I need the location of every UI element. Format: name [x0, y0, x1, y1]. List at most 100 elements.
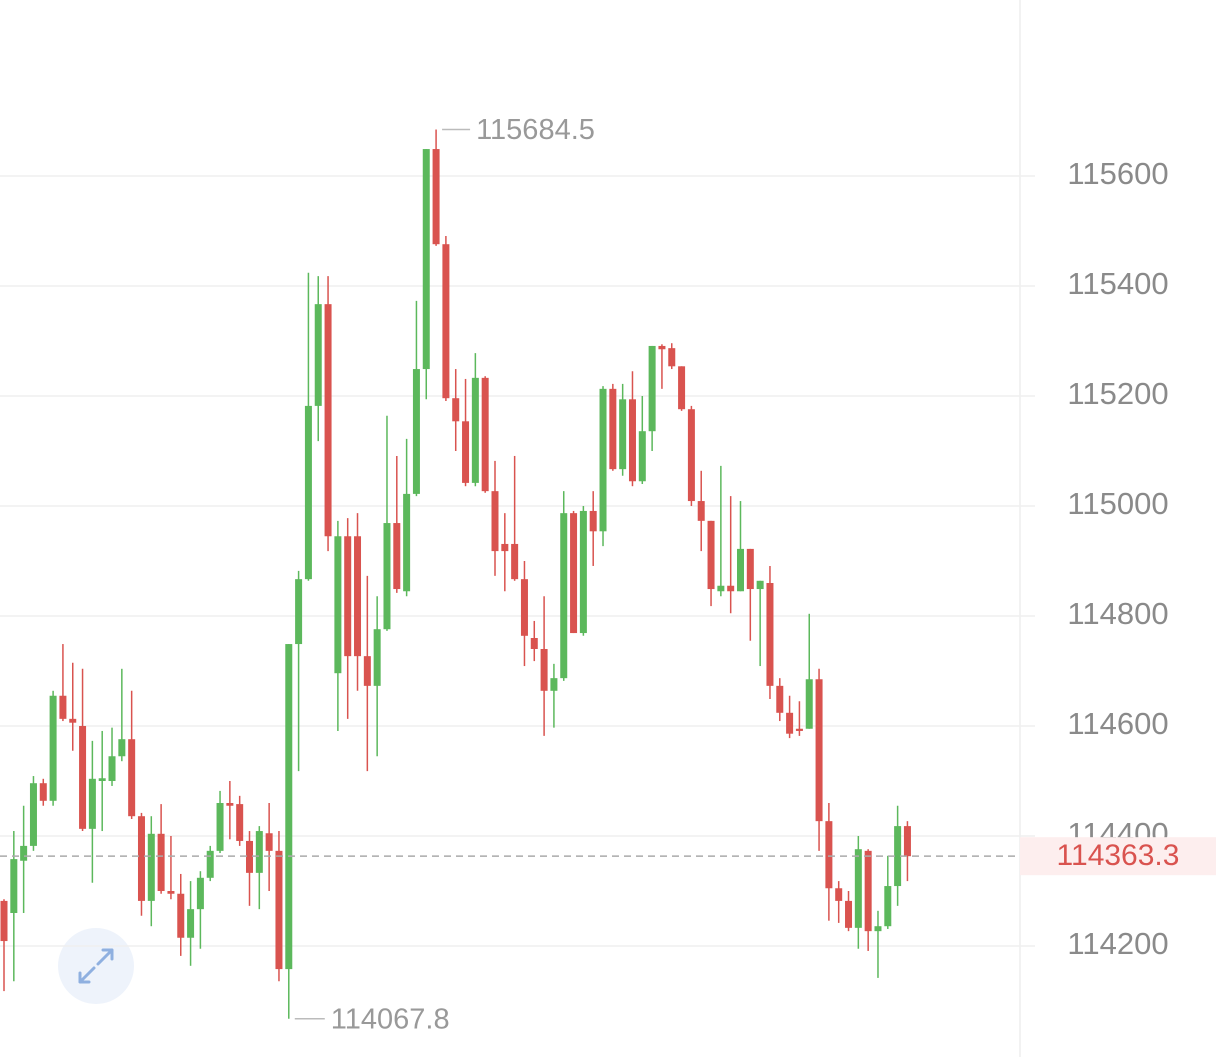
candle-body — [864, 850, 872, 932]
candle-body — [589, 510, 597, 532]
candle-body — [727, 585, 735, 592]
candle-body — [707, 520, 715, 590]
candle-body — [452, 398, 460, 422]
candle-body — [324, 304, 332, 537]
candle-body — [462, 421, 470, 483]
candle-body — [894, 826, 902, 887]
candle-body — [403, 493, 411, 592]
candle-body — [108, 756, 116, 781]
candle-body — [354, 536, 362, 657]
candle-body — [422, 149, 430, 370]
candle-body — [560, 513, 568, 679]
candle-body — [304, 405, 312, 580]
expand-bg[interactable] — [58, 928, 134, 1004]
candle-body — [599, 388, 607, 532]
candle-body — [776, 685, 784, 713]
candle-body — [717, 585, 725, 592]
candle-body — [20, 845, 28, 861]
candle-body — [442, 244, 450, 399]
candle-body — [206, 850, 214, 878]
candle-body — [236, 804, 244, 841]
candle-body — [520, 579, 528, 636]
candle-body — [10, 859, 18, 913]
max-label: 115684.5 — [476, 114, 595, 146]
candle-body — [668, 348, 676, 367]
candle-body — [550, 678, 558, 691]
candle-body — [835, 888, 843, 901]
y-tick-label: 115000 — [1067, 486, 1168, 521]
candle-body — [786, 712, 794, 734]
candle-body — [363, 656, 371, 686]
candle-body — [766, 583, 774, 686]
candle-body — [658, 345, 666, 350]
y-tick-label: 115600 — [1067, 156, 1168, 191]
current-price-label: 114363.3 — [1057, 839, 1180, 872]
candle-body — [383, 523, 391, 630]
candle-body — [88, 778, 96, 829]
candle-body — [481, 377, 489, 492]
candle-body — [226, 803, 234, 806]
y-tick-label: 115400 — [1067, 266, 1168, 301]
candle-body — [815, 679, 823, 822]
candle-body — [854, 849, 862, 928]
candle-body — [167, 891, 175, 894]
candle-body — [737, 548, 744, 592]
candle-body — [903, 826, 911, 857]
candle-body — [756, 580, 764, 590]
candle-body — [687, 409, 695, 502]
candle-body — [137, 816, 145, 901]
candle-body — [314, 304, 322, 406]
candle-body — [648, 345, 656, 432]
candle-body — [118, 739, 126, 757]
candle-body — [746, 548, 754, 590]
candle-body — [373, 629, 381, 686]
candle-body — [216, 803, 224, 851]
candle-body — [344, 536, 352, 657]
expand-button[interactable] — [58, 928, 134, 1004]
candle-body — [540, 649, 548, 691]
candle-body — [471, 377, 479, 483]
candle-body — [334, 536, 342, 674]
candle-body — [246, 840, 253, 873]
y-tick-label: 115200 — [1067, 376, 1168, 411]
candle-body — [285, 644, 293, 970]
candle-body — [530, 638, 538, 649]
candle-body — [59, 695, 67, 719]
candle-body — [609, 388, 617, 470]
expand-icon[interactable] — [78, 948, 114, 984]
y-tick-label: 114800 — [1067, 596, 1168, 631]
candle-body — [697, 501, 705, 521]
candle-body — [275, 850, 283, 970]
candle-body — [628, 399, 636, 482]
candle-body — [412, 369, 420, 494]
candle-body — [579, 510, 587, 634]
candle-body — [295, 579, 303, 645]
y-tick-label: 114200 — [1067, 926, 1168, 961]
candle-body — [845, 900, 853, 928]
candle-body — [177, 893, 185, 938]
candle-body — [795, 728, 803, 731]
candle-body — [98, 778, 106, 781]
candle-body — [884, 886, 892, 927]
candle-body — [196, 877, 204, 910]
candle-body — [678, 366, 686, 410]
candle-body — [265, 833, 273, 851]
candle-body — [29, 783, 37, 846]
y-tick-label: 114600 — [1067, 706, 1168, 741]
candle-body — [79, 726, 87, 829]
candle-body — [147, 833, 155, 901]
candle-body — [255, 831, 263, 873]
candle-body — [825, 821, 833, 889]
candle-body — [49, 695, 57, 801]
candle-body — [805, 679, 813, 729]
candle-body — [874, 926, 882, 932]
candle-body — [501, 543, 509, 552]
candle-body — [128, 739, 136, 817]
current-price-box — [1020, 837, 1216, 876]
candle-body — [393, 523, 401, 590]
candle-body — [157, 833, 165, 891]
candle-body — [491, 491, 499, 552]
candle-body — [0, 900, 8, 942]
